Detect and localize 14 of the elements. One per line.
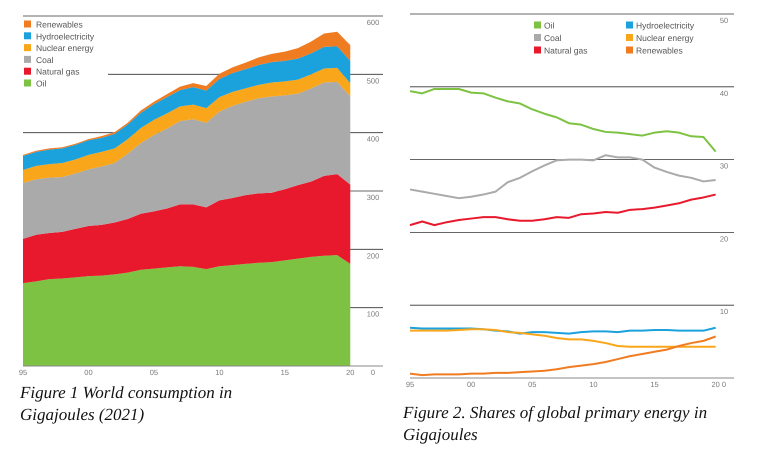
legend-label: Coal [544,33,562,43]
legend-label: Natural gas [36,66,80,77]
legend-label: Hydroelectricity [36,31,95,42]
legend-label: Oil [36,78,46,88]
legend-label: Renewables [636,46,683,56]
legend-label: Natural gas [544,46,588,56]
legend-label: Nuclear energy [636,33,694,43]
legend-label: Oil [544,20,554,30]
legend-label: Nuclear energy [36,43,94,54]
legend-label: Renewables [36,20,83,30]
text: Figure 1 World consumption in Gigajoules (2021) [19,383,232,424]
legend-label: Hydroelectricity [636,20,695,30]
text: Figure 2. Shares of global primary energy in Gigajoules [402,403,708,444]
legend-label: Coal [36,54,54,65]
